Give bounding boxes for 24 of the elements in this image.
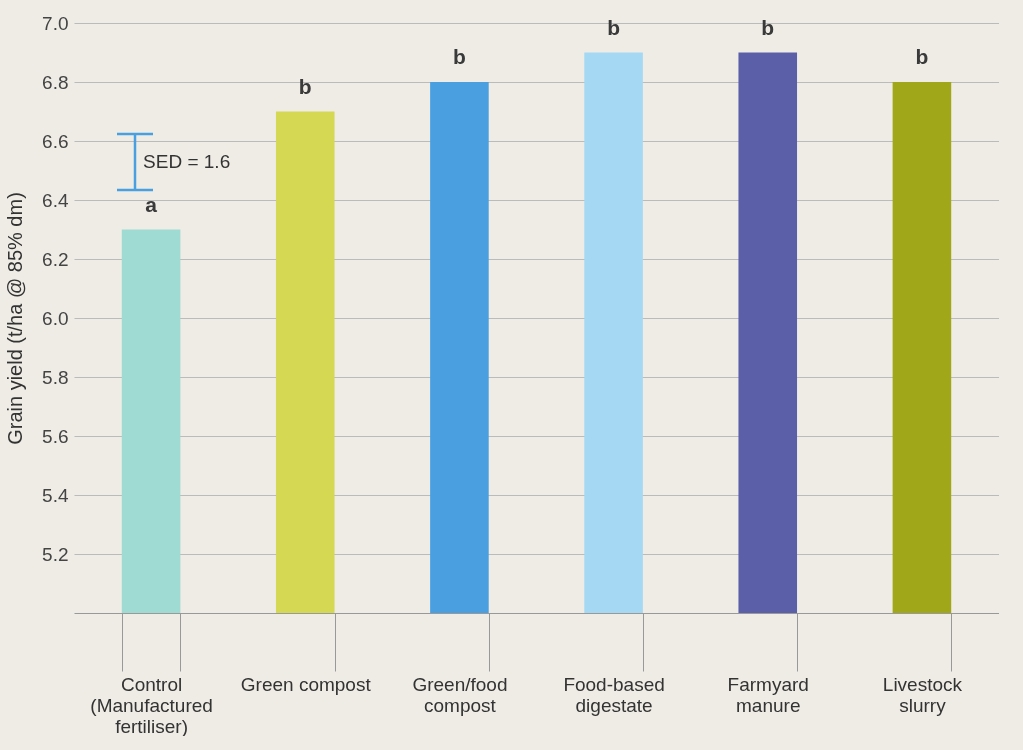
annotation: SED = 1.6 [143, 151, 231, 173]
y-tick-label: 5.2 [42, 543, 69, 565]
x-tick-label: Livestock slurry [882, 673, 963, 716]
y-tick-label: 5.8 [42, 366, 69, 388]
annotation: b [607, 15, 620, 39]
y-tick-label: 6.6 [42, 130, 69, 152]
y-axis-title: Grain yield (t/ha @ 85% dm) [4, 192, 27, 445]
x-tick-label: Food-based digestate [563, 673, 665, 716]
y-tick-label: 7.0 [42, 12, 69, 34]
annotation: b [453, 45, 466, 68]
x-tick-label: Green/food compost [412, 673, 508, 716]
annotation: b [915, 45, 929, 68]
x-tick-label: Farmyard manure [727, 673, 809, 716]
annotation: b [298, 74, 312, 98]
y-tick-label: 6.2 [42, 248, 69, 270]
annotation: b [761, 15, 775, 39]
y-tick-label: 6.0 [42, 307, 69, 329]
y-tick-label: 5.4 [42, 484, 69, 506]
y-tick-label: 6.8 [42, 71, 69, 93]
y-tick-label: 6.4 [42, 189, 69, 211]
x-tick-label: Control (Manufactured fertiliser) [90, 673, 213, 737]
x-tick-label: Green compost [240, 673, 372, 695]
y-tick-label: 5.6 [42, 425, 69, 447]
annotation: a [145, 192, 158, 216]
